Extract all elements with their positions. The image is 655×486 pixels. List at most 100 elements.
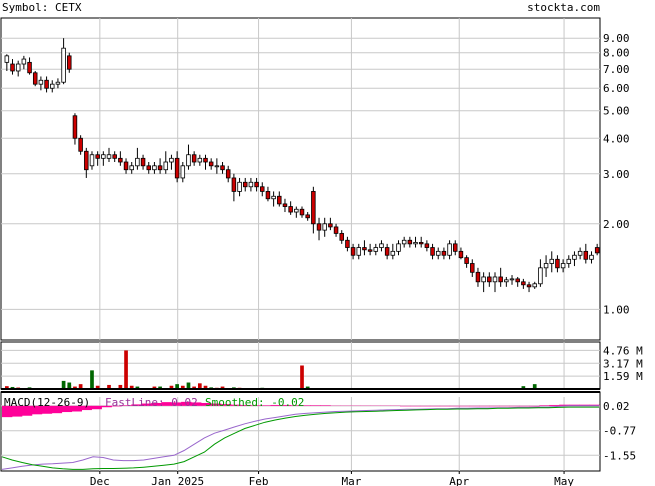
candle-body (208, 161, 214, 167)
candle (277, 191, 282, 207)
candle-body (418, 242, 424, 245)
candle (487, 272, 492, 287)
volume-bar (10, 386, 15, 389)
candle-body (390, 250, 396, 256)
macd-histogram-bar (419, 405, 431, 407)
macd-histogram-bar (449, 405, 461, 407)
volume-bar (521, 386, 526, 389)
macd-histogram-bar (549, 404, 560, 406)
candle-body (521, 281, 526, 286)
candle-body (231, 177, 237, 192)
candle (163, 151, 169, 174)
volume-bar (175, 384, 179, 389)
candle (413, 236, 418, 248)
candle (220, 162, 225, 174)
candle-body (15, 63, 21, 72)
candle (271, 191, 276, 207)
candle (123, 158, 129, 174)
candle (254, 177, 259, 192)
volume-bar (532, 384, 537, 389)
volume-tick-label: 1.59 M (603, 370, 643, 383)
candle (44, 76, 49, 93)
price-frame (0, 17, 601, 341)
candle (453, 240, 458, 256)
x-tick-label: Mar (341, 475, 361, 486)
macd-fast-line (1, 405, 599, 470)
macd-histogram-bar (509, 405, 520, 407)
candle (350, 243, 356, 260)
macd-histogram-bar (539, 405, 550, 406)
candle (152, 162, 157, 174)
price-tick-label: 8.00 (603, 47, 630, 60)
candle-body (560, 263, 566, 269)
candle-body (373, 247, 379, 252)
macd-histogram-bar (250, 405, 262, 406)
candle (197, 154, 203, 166)
macd-histogram-bar (210, 403, 222, 406)
candle-body (453, 243, 458, 252)
candle (208, 158, 214, 170)
macd-histogram-bar (21, 405, 33, 416)
candle-body (515, 278, 520, 283)
candle (481, 272, 486, 293)
candle-body (191, 154, 197, 163)
price-tick-label: 5.00 (603, 105, 630, 118)
candle-body (50, 83, 55, 89)
macd-histogram-bar (270, 404, 281, 406)
candle-body (549, 258, 554, 264)
macd-tick-label: -0.77 (603, 425, 636, 438)
macd-histogram-bar (220, 404, 232, 406)
candle (146, 162, 151, 174)
candle (379, 240, 384, 252)
macd-histogram-bar (529, 405, 540, 407)
candle-body (328, 223, 333, 228)
x-tick-label: May (554, 475, 574, 486)
candle (322, 217, 327, 237)
candle-body (197, 157, 203, 163)
candle (549, 251, 554, 273)
candle (214, 158, 220, 174)
price-tick-label: 3.00 (603, 168, 630, 181)
volume-bar (90, 370, 94, 389)
candle (95, 151, 100, 166)
macd-histogram-bar (519, 405, 530, 407)
candle-body (305, 214, 310, 219)
candle-body (135, 157, 140, 167)
candle (78, 135, 83, 155)
candle-body (464, 257, 469, 264)
candle-body (487, 276, 492, 283)
volume-bar (220, 386, 225, 389)
candle-body (384, 247, 390, 256)
macd-histogram-bar (61, 405, 73, 413)
macd-histogram-bar (499, 405, 510, 407)
candle (430, 243, 435, 260)
candle-body (10, 63, 15, 72)
candle (515, 276, 520, 287)
candle-body (350, 247, 356, 256)
candle (265, 186, 271, 202)
candle (299, 206, 305, 218)
candle (401, 236, 407, 248)
volume-bar (192, 386, 196, 389)
candle (532, 281, 537, 289)
candle-body (163, 161, 169, 171)
candle (260, 182, 265, 197)
candle-body (504, 279, 509, 283)
candle (464, 255, 469, 268)
symbol-label: Symbol: CETX (2, 1, 82, 14)
x-axis: Dec Jan 2025 Feb Mar Apr May (90, 471, 574, 486)
candle (191, 151, 197, 166)
candle-body (254, 181, 259, 188)
candle (32, 70, 38, 87)
candle-body (67, 55, 72, 70)
volume-bar (4, 386, 9, 389)
volume-bar (152, 386, 157, 389)
candle (470, 259, 475, 277)
candle-body (543, 263, 549, 269)
candle (225, 165, 231, 183)
volume-bar (95, 385, 100, 389)
candle-body (458, 250, 464, 259)
candle (447, 240, 452, 260)
macd-histogram-bar (310, 405, 321, 406)
